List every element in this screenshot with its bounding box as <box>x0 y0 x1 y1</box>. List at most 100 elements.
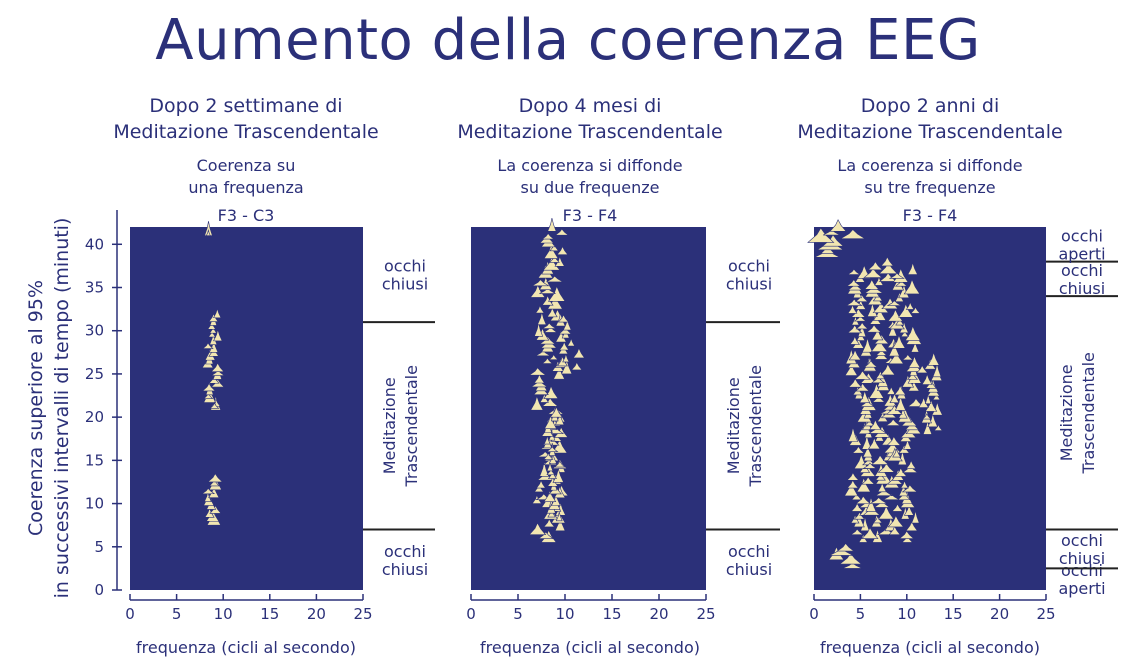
coherence-peak <box>533 373 545 384</box>
coherence-peak <box>207 473 224 483</box>
coherence-peak <box>911 510 920 524</box>
coherence-peak <box>528 367 547 376</box>
y-tick-label: 5 <box>94 538 104 556</box>
coherence-peak <box>851 445 865 454</box>
x-tick-label: 10 <box>897 605 916 623</box>
coherence-peak <box>554 460 566 468</box>
panel-subheading-line2: una frequenza <box>188 178 303 197</box>
coherence-peak <box>551 438 568 454</box>
x-tick-label: 0 <box>125 605 135 623</box>
coherence-peak <box>537 531 554 539</box>
coherence-peak <box>203 491 212 502</box>
coherence-peak <box>848 378 863 388</box>
coherence-peak <box>868 382 885 399</box>
coherence-peak <box>531 279 550 287</box>
panel-heading-line2: Meditazione Trascendentale <box>113 121 378 143</box>
y-axis-title-line2: in successivi intervalli di tempo (minut… <box>51 218 73 599</box>
x-tick-label: 10 <box>555 605 574 623</box>
coherence-peak <box>556 245 569 255</box>
coherence-peak <box>861 527 879 539</box>
coherence-peak <box>202 342 214 349</box>
phase-label-line1: occhi <box>728 542 770 561</box>
panel-subheading-line2: su due frequenze <box>520 178 659 197</box>
y-tick-label: 30 <box>85 322 104 340</box>
coherence-peak <box>204 507 215 518</box>
coherence-peak <box>562 352 570 363</box>
coherence-peak <box>921 373 933 385</box>
coherence-peak <box>213 307 222 319</box>
coherence-peak <box>541 232 555 240</box>
coherence-peak <box>847 304 858 314</box>
coherence-peak <box>893 384 907 396</box>
x-tick-label: 20 <box>649 605 668 623</box>
coherence-peak <box>901 484 919 493</box>
coherence-peak <box>849 335 860 345</box>
coherence-peak <box>908 355 921 369</box>
phase-label-line1: occhi <box>1061 531 1103 550</box>
coherence-peak <box>541 357 553 364</box>
y-tick-label: 10 <box>85 495 104 513</box>
x-tick-label: 20 <box>307 605 326 623</box>
coherence-peak <box>864 279 880 290</box>
coherence-peak <box>213 328 223 342</box>
coherence-peak <box>549 243 559 252</box>
coherence-peak <box>546 275 564 283</box>
plot-area <box>471 227 706 590</box>
coherence-peak <box>933 424 943 431</box>
coherence-peak <box>863 267 883 278</box>
panel-channel-label: F3 - F4 <box>563 206 618 225</box>
panel-subheading-line1: Coerenza su <box>197 156 296 175</box>
coherence-peak <box>205 228 211 236</box>
coherence-peak <box>855 495 872 504</box>
coherence-peak <box>851 492 862 501</box>
y-axis-title-line1: Coerenza superiore al 95% <box>25 280 47 536</box>
coherence-peak <box>900 506 910 520</box>
coherence-peak <box>566 337 576 347</box>
coherence-peak <box>554 228 570 236</box>
coherence-peak <box>879 363 896 376</box>
coherence-peak <box>847 427 859 442</box>
y-tick-label: 0 <box>94 581 104 599</box>
x-tick-label: 15 <box>944 605 963 623</box>
phase-label-line1: occhi <box>1061 561 1103 580</box>
panel-subheading-line1: La coerenza si diffonde <box>837 156 1022 175</box>
phase-label-line1: Meditazione <box>724 377 743 474</box>
x-tick-label: 25 <box>1036 605 1055 623</box>
phase-label-line2: Trascendentale <box>1079 352 1098 474</box>
coherence-peak <box>892 334 906 349</box>
x-tick-label: 25 <box>353 605 372 623</box>
coherence-peak <box>547 285 566 302</box>
coherence-peak <box>529 284 546 298</box>
phase-label-line2: aperti <box>1058 579 1105 598</box>
coherence-peak <box>905 459 917 469</box>
coherence-peak <box>855 322 869 330</box>
coherence-peak <box>846 479 859 489</box>
x-tick-label: 0 <box>809 605 819 623</box>
coherence-peak <box>541 294 554 306</box>
coherence-peak <box>877 462 896 473</box>
coherence-peak <box>846 279 862 287</box>
coherence-peak <box>839 229 867 240</box>
phase-label-line2: chiusi <box>1059 279 1105 298</box>
x-tick-label: 20 <box>990 605 1009 623</box>
coherence-peak <box>548 354 559 360</box>
coherence-peak <box>850 502 864 512</box>
coherence-peak <box>845 298 863 306</box>
coherence-peak <box>870 454 890 465</box>
coherence-peak <box>885 418 901 426</box>
coherence-peak <box>894 394 907 411</box>
coherence-peak <box>546 306 558 318</box>
coherence-peak <box>846 324 863 334</box>
coherence-peak <box>898 530 915 539</box>
coherence-peak <box>883 493 901 500</box>
coherence-peak <box>209 402 220 409</box>
coherence-peak <box>866 324 882 333</box>
coherence-peak <box>860 476 876 485</box>
coherence-peak <box>885 404 903 415</box>
coherence-peak <box>846 472 860 481</box>
coherence-peak <box>863 360 878 368</box>
panel-heading-line1: Dopo 2 settimane di <box>149 95 342 117</box>
coherence-peak <box>866 301 878 317</box>
coherence-peak <box>891 503 904 512</box>
coherence-peak <box>853 370 871 380</box>
